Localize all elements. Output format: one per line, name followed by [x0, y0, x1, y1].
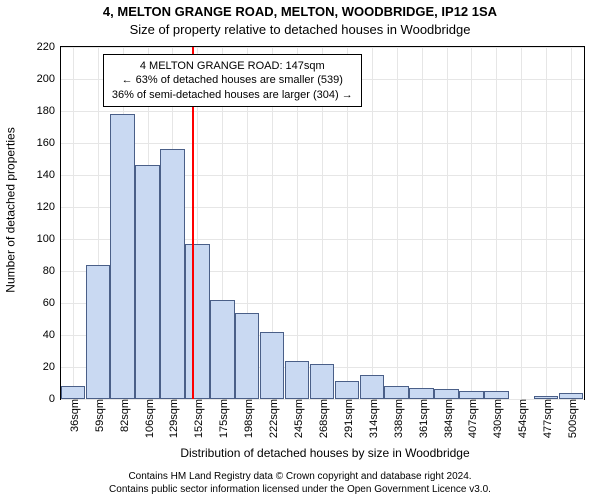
- x-tick-label: 36sqm: [69, 399, 81, 432]
- gridline-vertical: [422, 47, 423, 399]
- footer-attribution: Contains HM Land Registry data © Crown c…: [10, 471, 590, 496]
- histogram-bar: [360, 375, 384, 399]
- x-tick-label: 477sqm: [542, 399, 554, 438]
- x-tick-label: 314sqm: [368, 399, 380, 438]
- histogram-bar: [135, 165, 159, 399]
- x-tick-label: 82sqm: [119, 399, 131, 432]
- y-tick-label: 160: [37, 137, 61, 149]
- histogram-bar: [459, 391, 483, 399]
- y-tick-label: 20: [43, 361, 61, 373]
- histogram-bar: [285, 361, 309, 399]
- y-tick-label: 40: [43, 329, 61, 341]
- y-tick-label: 200: [37, 73, 61, 85]
- y-tick-label: 220: [37, 41, 61, 53]
- y-tick-label: 80: [43, 265, 61, 277]
- histogram-bar: [409, 388, 433, 399]
- x-tick-label: 268sqm: [318, 399, 330, 438]
- gridline-vertical: [471, 47, 472, 399]
- histogram-bar: [534, 396, 558, 399]
- histogram-bar: [210, 300, 234, 399]
- gridline-vertical: [73, 47, 74, 399]
- plot-area: 02040608010012014016018020022036sqm59sqm…: [60, 46, 585, 400]
- x-tick-label: 106sqm: [144, 399, 156, 438]
- x-tick-label: 152sqm: [193, 399, 205, 438]
- y-axis-label: Number of detached properties: [2, 0, 20, 420]
- gridline-vertical: [372, 47, 373, 399]
- x-tick-label: 384sqm: [443, 399, 455, 438]
- annotation-line1: 4 MELTON GRANGE ROAD: 147sqm: [112, 59, 353, 73]
- histogram-bar: [484, 391, 508, 399]
- gridline-vertical: [546, 47, 547, 399]
- histogram-bar: [160, 149, 184, 399]
- annotation-line3: 36% of semi-detached houses are larger (…: [112, 88, 353, 102]
- x-tick-label: 198sqm: [243, 399, 255, 438]
- histogram-bar: [61, 386, 85, 399]
- histogram-bar: [434, 389, 458, 399]
- footer-line2: Contains public sector information licen…: [10, 484, 590, 497]
- chart-title-address: 4, MELTON GRANGE ROAD, MELTON, WOODBRIDG…: [0, 4, 600, 19]
- x-tick-label: 291sqm: [343, 399, 355, 438]
- gridline-vertical: [521, 47, 522, 399]
- gridline-vertical: [447, 47, 448, 399]
- gridline-vertical: [571, 47, 572, 399]
- y-tick-label: 0: [49, 393, 61, 405]
- histogram-bar: [310, 364, 334, 399]
- y-tick-label: 180: [37, 105, 61, 117]
- x-tick-label: 175sqm: [218, 399, 230, 438]
- y-tick-label: 140: [37, 169, 61, 181]
- gridline-vertical: [397, 47, 398, 399]
- histogram-bar: [110, 114, 134, 399]
- footer-line1: Contains HM Land Registry data © Crown c…: [10, 471, 590, 484]
- histogram-bar: [86, 265, 110, 399]
- x-tick-label: 407sqm: [467, 399, 479, 438]
- histogram-bar: [335, 381, 359, 399]
- y-tick-label: 60: [43, 297, 61, 309]
- annotation-box: 4 MELTON GRANGE ROAD: 147sqm ← 63% of de…: [103, 54, 362, 107]
- y-tick-label: 100: [37, 233, 61, 245]
- x-tick-label: 222sqm: [268, 399, 280, 438]
- histogram-bar: [235, 313, 259, 399]
- y-tick-label: 120: [37, 201, 61, 213]
- x-tick-label: 500sqm: [567, 399, 579, 438]
- x-tick-label: 361sqm: [418, 399, 430, 438]
- x-tick-label: 129sqm: [168, 399, 180, 438]
- gridline-vertical: [496, 47, 497, 399]
- histogram-bar: [384, 386, 408, 399]
- annotation-line2: ← 63% of detached houses are smaller (53…: [112, 73, 353, 87]
- x-tick-label: 338sqm: [393, 399, 405, 438]
- chart-title-desc: Size of property relative to detached ho…: [0, 22, 600, 37]
- histogram-bar: [260, 332, 284, 399]
- histogram-bar: [559, 393, 583, 399]
- x-axis-label: Distribution of detached houses by size …: [60, 446, 590, 460]
- histogram-bar: [185, 244, 209, 399]
- x-tick-label: 59sqm: [94, 399, 106, 432]
- x-tick-label: 245sqm: [293, 399, 305, 438]
- x-tick-label: 454sqm: [517, 399, 529, 438]
- x-tick-label: 430sqm: [492, 399, 504, 438]
